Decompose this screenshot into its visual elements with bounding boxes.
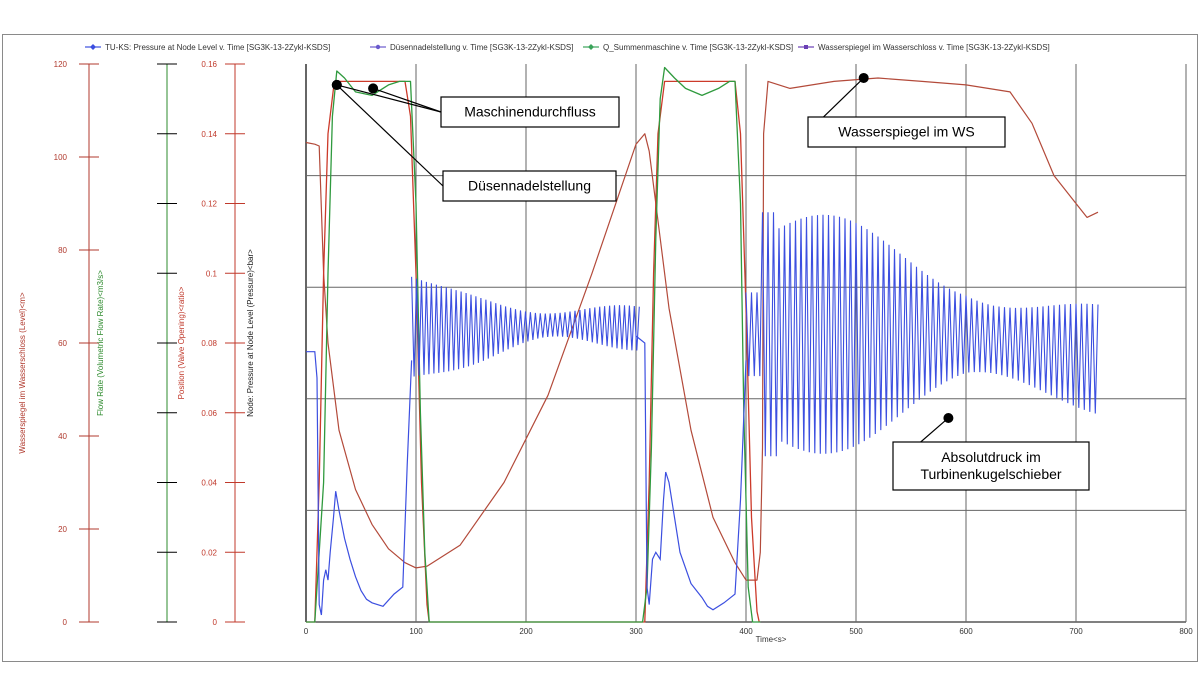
x-tick-label: 200 — [519, 627, 533, 636]
x-tick-label: 700 — [1069, 627, 1083, 636]
legend-marker-circle — [375, 44, 381, 50]
annotation-dot — [331, 79, 342, 90]
series-line-wasserspiegel — [305, 77, 1099, 581]
y-axis-title-level: Wasserspiegel im Wasserschloss (Level)<m… — [18, 292, 27, 454]
y-tick-label-position: 0.02 — [201, 548, 217, 557]
y-tick-label-level: 60 — [58, 339, 67, 348]
x-tick-label: 400 — [739, 627, 753, 636]
legend-label: TU-KS: Pressure at Node Level v. Time [S… — [105, 43, 330, 52]
x-tick-label: 0 — [304, 627, 309, 636]
y-tick-label-position: 0.04 — [201, 479, 217, 488]
series-line-pressure-oscillation-2 — [745, 212, 1099, 457]
legend-marker-diamond — [588, 44, 594, 50]
annotation-leader — [372, 87, 442, 113]
y-tick-label-position: 0 — [213, 618, 218, 627]
legend-label: Düsennadelstellung v. Time [SG3K-13-2Zyk… — [390, 43, 573, 52]
x-tick-label: 100 — [409, 627, 423, 636]
legend-item-1: TU-KS: Pressure at Node Level v. Time [S… — [85, 43, 330, 52]
annotation-box — [807, 116, 1006, 148]
legend-marker-square — [804, 45, 808, 49]
chart-frame: TU-KS: Pressure at Node Level v. Time [S… — [2, 34, 1198, 662]
y-tick-label-position: 0.16 — [201, 60, 217, 69]
legend-label: Q_Summenmaschine v. Time [SG3K-13-2Zykl-… — [603, 43, 793, 52]
annotation-leader — [336, 84, 444, 187]
annotation-dot — [858, 72, 869, 83]
y-tick-label-level: 0 — [63, 618, 68, 627]
annotation-label: Maschinendurchfluss — [464, 104, 596, 120]
y-tick-label-level: 120 — [54, 60, 68, 69]
annotation-box — [892, 441, 1090, 491]
series-line-q-summenmaschine — [306, 66, 761, 623]
y-tick-label-level: 20 — [58, 525, 67, 534]
legend-item-4: Wasserspiegel im Wasserschloss v. Time [… — [798, 43, 1050, 52]
annotation-dot — [943, 412, 954, 423]
annotation-leader — [336, 84, 442, 113]
y-tick-label-level: 100 — [54, 153, 68, 162]
y-tick-label-level: 80 — [58, 246, 67, 255]
y-tick-label-position: 0.1 — [206, 269, 218, 278]
annotation-2: Düsennadelstellung — [331, 79, 617, 202]
series-line-duesennadel — [306, 80, 760, 623]
annotation-3: Wasserspiegel im WS — [807, 72, 1006, 148]
x-tick-label: 300 — [629, 627, 643, 636]
annotation-1: Maschinendurchfluss — [331, 79, 620, 128]
annotation-label: Düsennadelstellung — [468, 178, 591, 194]
x-tick-label: 600 — [959, 627, 973, 636]
y-tick-label-position: 0.12 — [201, 200, 217, 209]
series-line-pressure-segment-1 — [306, 351, 413, 616]
annotation-box — [440, 96, 620, 128]
x-tick-label: 800 — [1179, 627, 1193, 636]
y-tick-label-level: 40 — [58, 432, 67, 441]
y-tick-label-position: 0.06 — [201, 409, 217, 418]
annotation-dot — [368, 83, 379, 94]
annotation-box — [442, 170, 617, 202]
x-axis-title: Time<s> — [756, 635, 787, 644]
legend-label: Wasserspiegel im Wasserschloss v. Time [… — [818, 43, 1050, 52]
y-axis-title-pressure: Node: Pressure at Node Level (Pressure)<… — [246, 249, 255, 417]
chart-svg: TU-KS: Pressure at Node Level v. Time [S… — [18, 43, 1193, 644]
annotation-label: Absolutdruck im — [941, 449, 1041, 465]
y-axis-title-flow: Flow Rate (Volumetric Flow Rate)<m3/s> — [96, 270, 105, 416]
y-tick-label-position: 0.08 — [201, 339, 217, 348]
legend-marker-diamond — [90, 44, 96, 50]
series-line-pressure-segment-2 — [635, 335, 747, 611]
x-tick-label: 500 — [849, 627, 863, 636]
annotation-label: Turbinenkugelschieber — [920, 466, 1061, 482]
series-line-pressure-oscillation-1 — [411, 276, 640, 377]
y-axis-title-position: Position (Valve Opening)<ratio> — [177, 286, 186, 399]
annotation-label: Wasserspiegel im WS — [838, 124, 974, 140]
legend-item-2: Düsennadelstellung v. Time [SG3K-13-2Zyk… — [370, 43, 573, 52]
legend-item-3: Q_Summenmaschine v. Time [SG3K-13-2Zykl-… — [583, 43, 793, 52]
y-tick-label-position: 0.14 — [201, 130, 217, 139]
